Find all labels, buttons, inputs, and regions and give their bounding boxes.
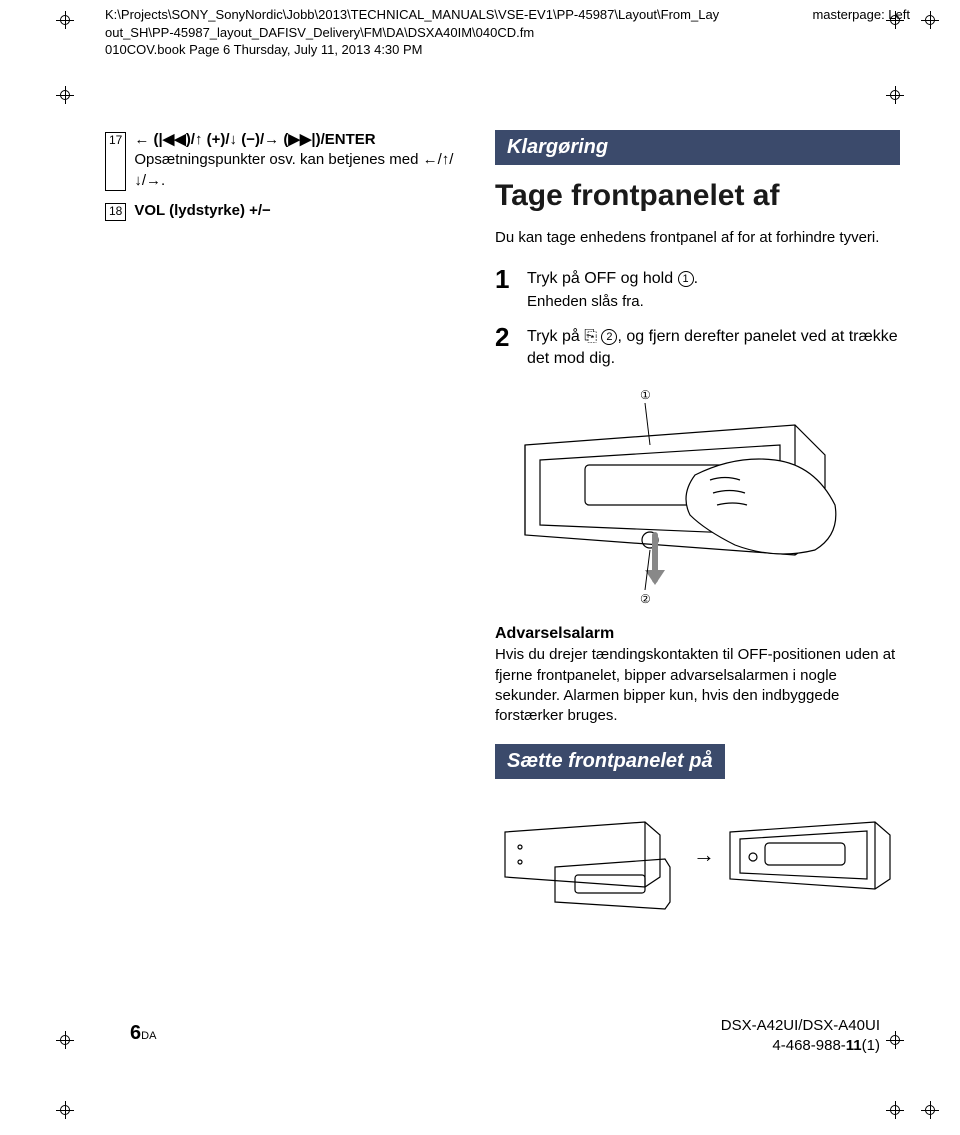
registration-mark bbox=[56, 11, 74, 29]
registration-mark bbox=[56, 86, 74, 104]
control-item-18: 18 VOL (lydstyrke) +/− bbox=[105, 201, 455, 221]
registration-mark bbox=[886, 86, 904, 104]
page-number: 6DA bbox=[130, 1022, 156, 1045]
svg-text:①: ① bbox=[640, 388, 651, 402]
page-title: Tage frontpanelet af bbox=[495, 179, 900, 212]
registration-mark bbox=[886, 1031, 904, 1049]
step-1: 1 Tryk på OFF og hold 1. Enheden slås fr… bbox=[495, 264, 900, 312]
section-heading: Klargøring bbox=[495, 130, 900, 165]
svg-text:②: ② bbox=[640, 592, 651, 605]
page-content: 17 ← (|◀◀)/↑ (+)/↓ (−)/→ (▶▶|)/ENTER Ops… bbox=[105, 130, 900, 937]
illustration-remove-panel: ① bbox=[495, 385, 900, 605]
item-number: 18 bbox=[105, 203, 126, 221]
registration-mark bbox=[56, 1031, 74, 1049]
right-column: Klargøring Tage frontpanelet af Du kan t… bbox=[495, 130, 900, 937]
step-number: 1 bbox=[495, 264, 527, 312]
item-number: 17 bbox=[105, 132, 126, 191]
registration-mark bbox=[56, 1101, 74, 1119]
registration-mark bbox=[921, 11, 939, 29]
warning-block: Advarselsalarm Hvis du drejer tændingsko… bbox=[495, 625, 900, 726]
section-heading-2: Sætte frontpanelet på bbox=[495, 744, 725, 779]
control-item-17: 17 ← (|◀◀)/↑ (+)/↓ (−)/→ (▶▶|)/ENTER Ops… bbox=[105, 130, 455, 191]
svg-text:→: → bbox=[693, 842, 715, 867]
left-column: 17 ← (|◀◀)/↑ (+)/↓ (−)/→ (▶▶|)/ENTER Ops… bbox=[105, 130, 455, 937]
step-subtext: Enheden slås fra. bbox=[527, 292, 698, 312]
book-line: 010COV.book Page 6 Thursday, July 11, 20… bbox=[105, 41, 910, 59]
ref-circle-2: 2 bbox=[601, 329, 617, 345]
step-2: 2 Tryk på ⎘ 2, og fjern derefter panelet… bbox=[495, 322, 900, 369]
warning-body: Hvis du drejer tændingskontakten til OFF… bbox=[495, 645, 900, 726]
registration-mark bbox=[886, 1101, 904, 1119]
item-body: ← (|◀◀)/↑ (+)/↓ (−)/→ (▶▶|)/ENTER Opsætn… bbox=[134, 130, 455, 191]
illustration-attach-panel: → bbox=[495, 807, 900, 917]
item-body: VOL (lydstyrke) +/− bbox=[134, 201, 455, 221]
step-number: 2 bbox=[495, 322, 527, 369]
registration-mark bbox=[921, 1101, 939, 1119]
release-icon: ⎘ bbox=[584, 328, 597, 345]
page-header: K:\Projects\SONY_SonyNordic\Jobb\2013\TE… bbox=[105, 6, 910, 59]
ref-circle-1: 1 bbox=[678, 271, 694, 287]
warning-title: Advarselsalarm bbox=[495, 625, 900, 643]
footer-model: DSX-A42UI/DSX-A40UI 4-468-988-11(1) bbox=[721, 1016, 880, 1055]
masterpage-label: masterpage: Left bbox=[812, 6, 910, 41]
file-path: K:\Projects\SONY_SonyNordic\Jobb\2013\TE… bbox=[105, 6, 725, 41]
intro-text: Du kan tage enhedens frontpanel af for a… bbox=[495, 228, 900, 248]
